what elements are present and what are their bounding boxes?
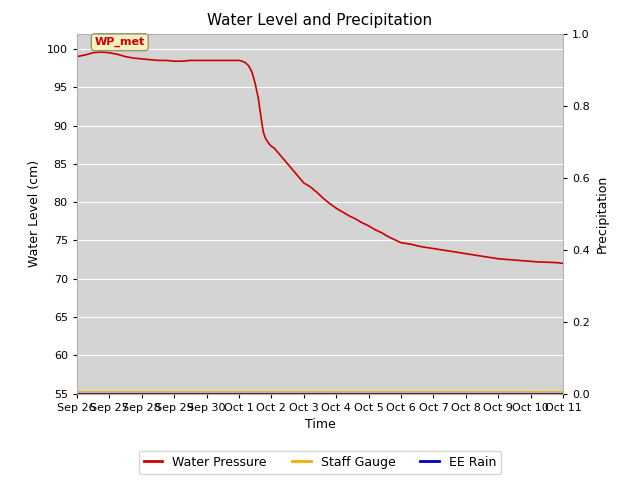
Water Pressure [297, 176, 305, 182]
Y-axis label: Water Level (cm): Water Level (cm) [28, 160, 41, 267]
Water Pressure [203, 58, 211, 63]
Water Pressure [268, 144, 275, 149]
X-axis label: Time: Time [305, 418, 335, 431]
Water Pressure [97, 49, 105, 55]
Legend: Water Pressure, Staff Gauge, EE Rain: Water Pressure, Staff Gauge, EE Rain [139, 451, 501, 474]
Y-axis label: Precipitation: Precipitation [596, 174, 609, 253]
Water Pressure [255, 96, 262, 102]
Water Pressure [264, 140, 272, 145]
Water Pressure [73, 54, 81, 60]
Water Pressure [256, 108, 264, 113]
Text: WP_met: WP_met [95, 37, 145, 48]
Title: Water Level and Precipitation: Water Level and Precipitation [207, 13, 433, 28]
Water Pressure [559, 261, 567, 266]
Line: Water Pressure: Water Pressure [77, 52, 563, 264]
